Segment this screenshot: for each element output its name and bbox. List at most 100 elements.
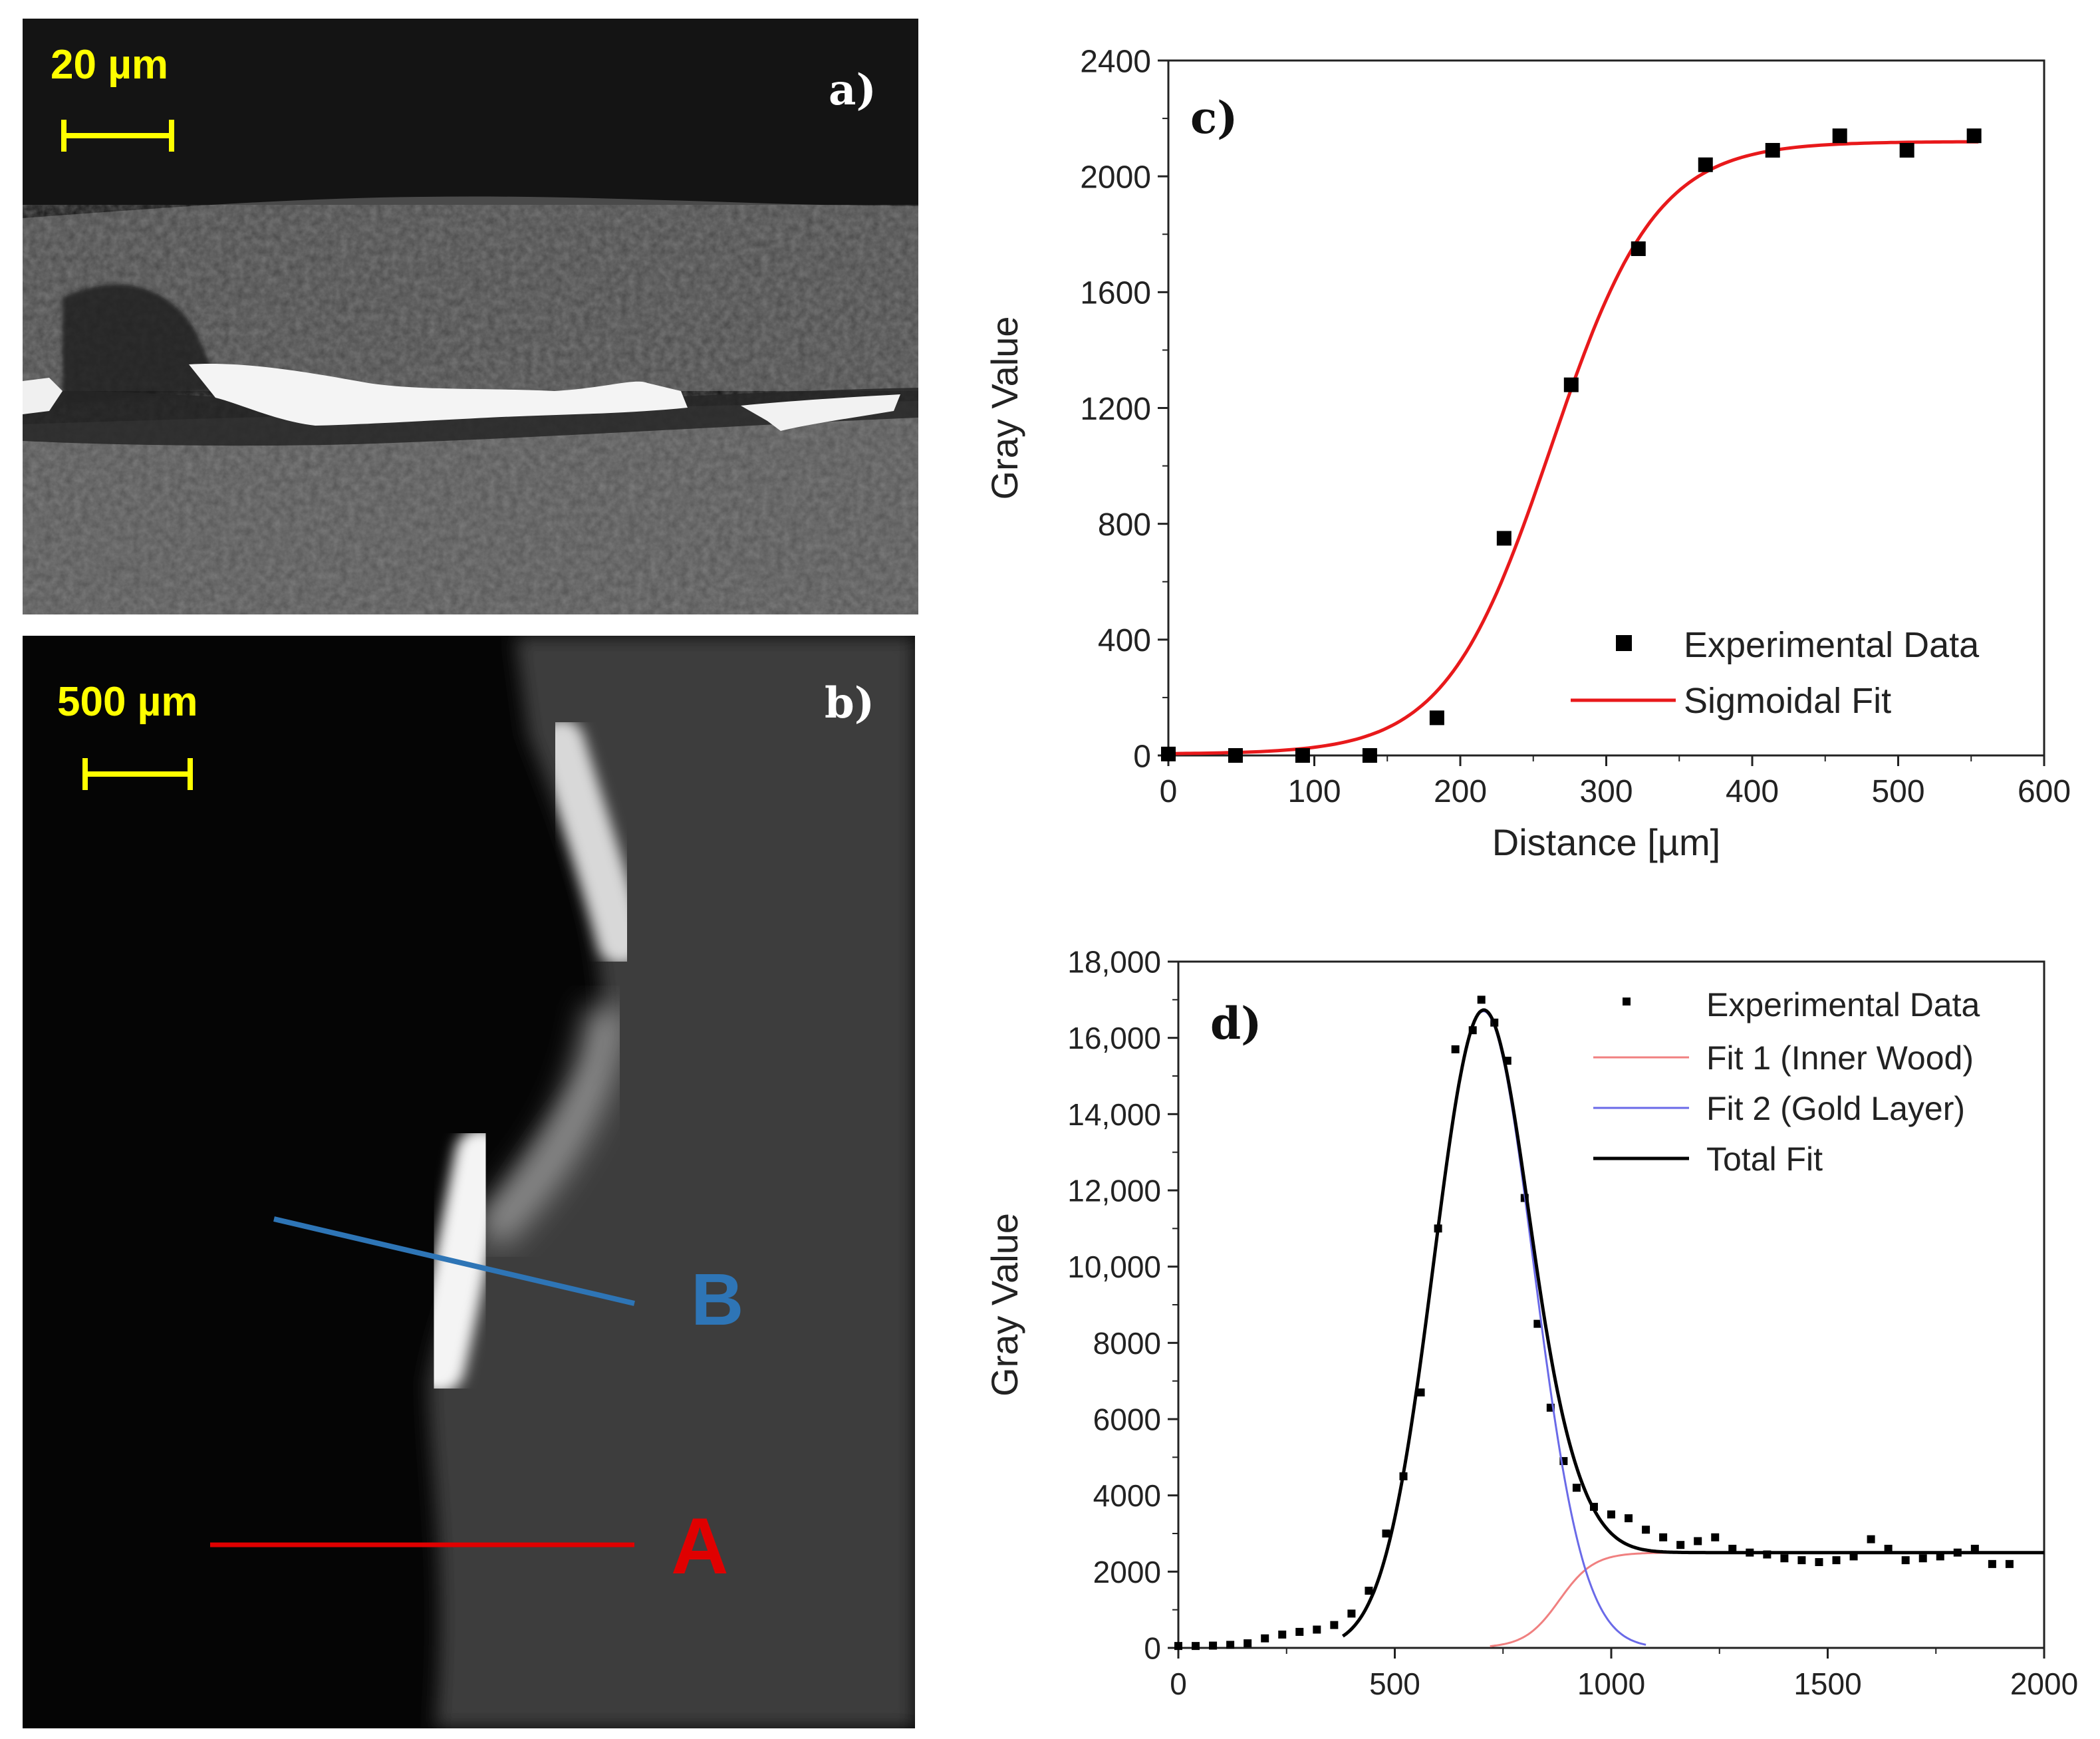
scale-label-b: 500 µm xyxy=(57,679,198,725)
data-point xyxy=(1728,1544,1737,1553)
data-point xyxy=(1607,1510,1615,1519)
legend-label-fit1: Fit 1 (Inner Wood) xyxy=(1706,1039,1974,1077)
data-point xyxy=(1572,1484,1581,1492)
data-point xyxy=(1966,128,1982,144)
scale-label-a: 20 µm xyxy=(51,42,169,88)
data-point xyxy=(1416,1388,1425,1397)
fit1-inner-wood-line xyxy=(1490,1551,2044,1647)
data-point xyxy=(1226,1641,1235,1649)
y-tick-label: 0 xyxy=(1144,1631,1161,1666)
data-point xyxy=(1563,377,1579,392)
y-tick-label: 2400 xyxy=(1080,44,1151,79)
x-tick-label: 500 xyxy=(1369,1667,1420,1701)
data-point xyxy=(1780,1554,1789,1563)
data-point xyxy=(1631,241,1646,257)
x-tick-label: 2000 xyxy=(2010,1667,2078,1701)
x-tick-label: 1500 xyxy=(1793,1667,1861,1701)
chart-d-gaussian: 0 500 1000 1500 2000 0 2000 4000 6000 8000 10,000 1… xyxy=(984,945,2078,1701)
scale-bar-a xyxy=(61,120,174,152)
data-point xyxy=(1295,748,1310,763)
xray-image xyxy=(23,636,915,1728)
legend-label-fit2: Fit 2 (Gold Layer) xyxy=(1706,1090,1965,1127)
data-point xyxy=(1797,1556,1806,1565)
data-point xyxy=(2005,1559,2014,1568)
data-point xyxy=(1192,1642,1200,1651)
data-point xyxy=(1496,531,1511,546)
data-point xyxy=(1899,142,1914,158)
data-point xyxy=(1382,1530,1390,1538)
x-tick-label: 400 xyxy=(1726,774,1779,809)
data-point xyxy=(1970,1544,1979,1553)
panel-letter: d) xyxy=(1210,998,1261,1049)
x-tick-label: 0 xyxy=(1160,774,1178,809)
y-tick-label: 16,000 xyxy=(1067,1021,1161,1055)
data-point xyxy=(1347,1609,1356,1618)
data-point xyxy=(1676,1541,1685,1549)
data-point xyxy=(1849,1552,1858,1561)
panel-letter: c) xyxy=(1190,92,1238,144)
sem-micrograph-panel-a: 20 µm a) xyxy=(23,19,918,614)
y-axis-label: Gray Value xyxy=(984,317,1025,500)
legend-label-sigmoidal: Sigmoidal Fit xyxy=(1684,681,1891,721)
data-point xyxy=(1815,1558,1823,1566)
data-point xyxy=(1244,1639,1252,1648)
data-point xyxy=(1174,1642,1182,1651)
x-tick-label: 600 xyxy=(2018,774,2071,809)
y-tick-label: 1200 xyxy=(1080,392,1151,427)
data-point xyxy=(1161,746,1176,761)
data-point xyxy=(1918,1554,1927,1563)
data-point xyxy=(1642,1526,1650,1534)
data-point xyxy=(1988,1559,1996,1568)
data-point xyxy=(1429,710,1444,726)
line-b-label: B xyxy=(691,1259,744,1341)
legend-label-experimental: Experimental Data xyxy=(1706,986,1980,1023)
data-point xyxy=(1451,1045,1460,1053)
x-tick-label: 300 xyxy=(1579,774,1633,809)
legend-marker-experimental xyxy=(1616,635,1632,651)
x-tick-label: 100 xyxy=(1287,774,1341,809)
y-tick-label: 18,000 xyxy=(1067,945,1161,980)
y-tick-label: 400 xyxy=(1098,623,1151,658)
xray-image-panel-b: 500 µm b) B A xyxy=(23,636,915,1728)
data-point xyxy=(1832,128,1847,144)
data-point xyxy=(1295,1627,1304,1636)
data-point xyxy=(1694,1537,1702,1545)
x-tick-label: 500 xyxy=(1871,774,1924,809)
x-axis-label: Distance [µm] xyxy=(1492,821,1720,863)
data-point xyxy=(1832,1556,1841,1565)
data-point xyxy=(1936,1552,1944,1561)
data-point xyxy=(1278,1630,1287,1639)
x-tick-label: 1000 xyxy=(1577,1667,1645,1701)
y-tick-label: 0 xyxy=(1133,739,1151,774)
line-a-label: A xyxy=(671,1502,729,1591)
data-point xyxy=(1901,1556,1910,1565)
total-fit-line xyxy=(1341,1008,2044,1638)
y-tick-label: 8000 xyxy=(1093,1326,1161,1361)
y-tick-label: 14,000 xyxy=(1067,1097,1161,1132)
chart-c-sigmoid: 0 100 200 300 400 500 600 0 400 800 1200 1600 2000 24… xyxy=(984,44,2071,863)
data-point xyxy=(1884,1544,1893,1553)
y-tick-label: 1600 xyxy=(1080,276,1151,311)
legend-marker-experimental xyxy=(1623,998,1631,1005)
y-tick-label: 10,000 xyxy=(1067,1250,1161,1284)
data-point xyxy=(1625,1514,1633,1523)
y-tick-label: 12,000 xyxy=(1067,1174,1161,1208)
data-point xyxy=(1867,1535,1875,1543)
panel-letter-a: a) xyxy=(829,65,876,115)
data-point xyxy=(1477,996,1486,1004)
scale-bar-b xyxy=(82,758,193,790)
legend-label-total: Total Fit xyxy=(1706,1140,1823,1178)
data-point xyxy=(1659,1533,1668,1541)
data-point xyxy=(1313,1625,1321,1634)
legend-label-experimental: Experimental Data xyxy=(1684,625,1980,665)
y-tick-label: 6000 xyxy=(1093,1403,1161,1437)
data-point xyxy=(1330,1621,1339,1629)
data-point xyxy=(1228,748,1243,763)
data-point xyxy=(1765,142,1780,158)
y-tick-label: 2000 xyxy=(1093,1555,1161,1589)
y-tick-label: 2000 xyxy=(1080,160,1151,195)
sem-micrograph-image xyxy=(23,19,918,614)
profile-line-b xyxy=(273,1216,635,1306)
y-tick-label: 4000 xyxy=(1093,1478,1161,1513)
data-point xyxy=(1698,157,1713,172)
